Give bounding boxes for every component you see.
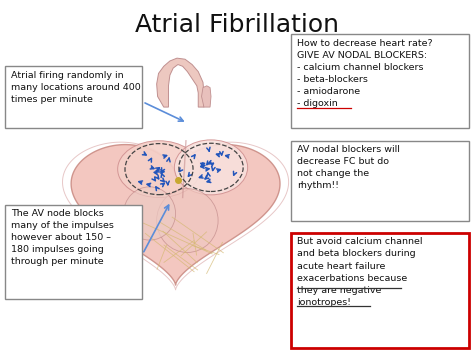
Text: AV nodal blockers will
decrease FC but do
not change the
rhythm!!: AV nodal blockers will decrease FC but d… [297,145,400,190]
PathPatch shape [71,145,280,285]
Text: Atrial firing randomly in
many locations around 400
times per minute: Atrial firing randomly in many locations… [11,70,141,104]
Polygon shape [201,86,211,107]
Text: How to decrease heart rate?
GIVE AV NODAL BLOCKERS:
- calcium channel blockers
-: How to decrease heart rate? GIVE AV NODA… [297,39,433,108]
FancyBboxPatch shape [5,205,143,299]
Ellipse shape [174,140,247,195]
Ellipse shape [118,141,201,198]
Text: Atrial Fibrillation: Atrial Fibrillation [135,13,339,37]
Text: The AV node blocks
many of the impulses
however about 150 –
180 impulses going
t: The AV node blocks many of the impulses … [11,209,114,266]
FancyBboxPatch shape [292,141,469,221]
Polygon shape [156,58,204,107]
FancyBboxPatch shape [292,35,469,129]
FancyBboxPatch shape [5,66,143,129]
FancyBboxPatch shape [292,233,469,348]
Text: But avoid calcium channel
and beta blockers during
acute heart failure
exacerbat: But avoid calcium channel and beta block… [297,237,422,307]
Ellipse shape [124,187,175,240]
Ellipse shape [156,189,218,252]
